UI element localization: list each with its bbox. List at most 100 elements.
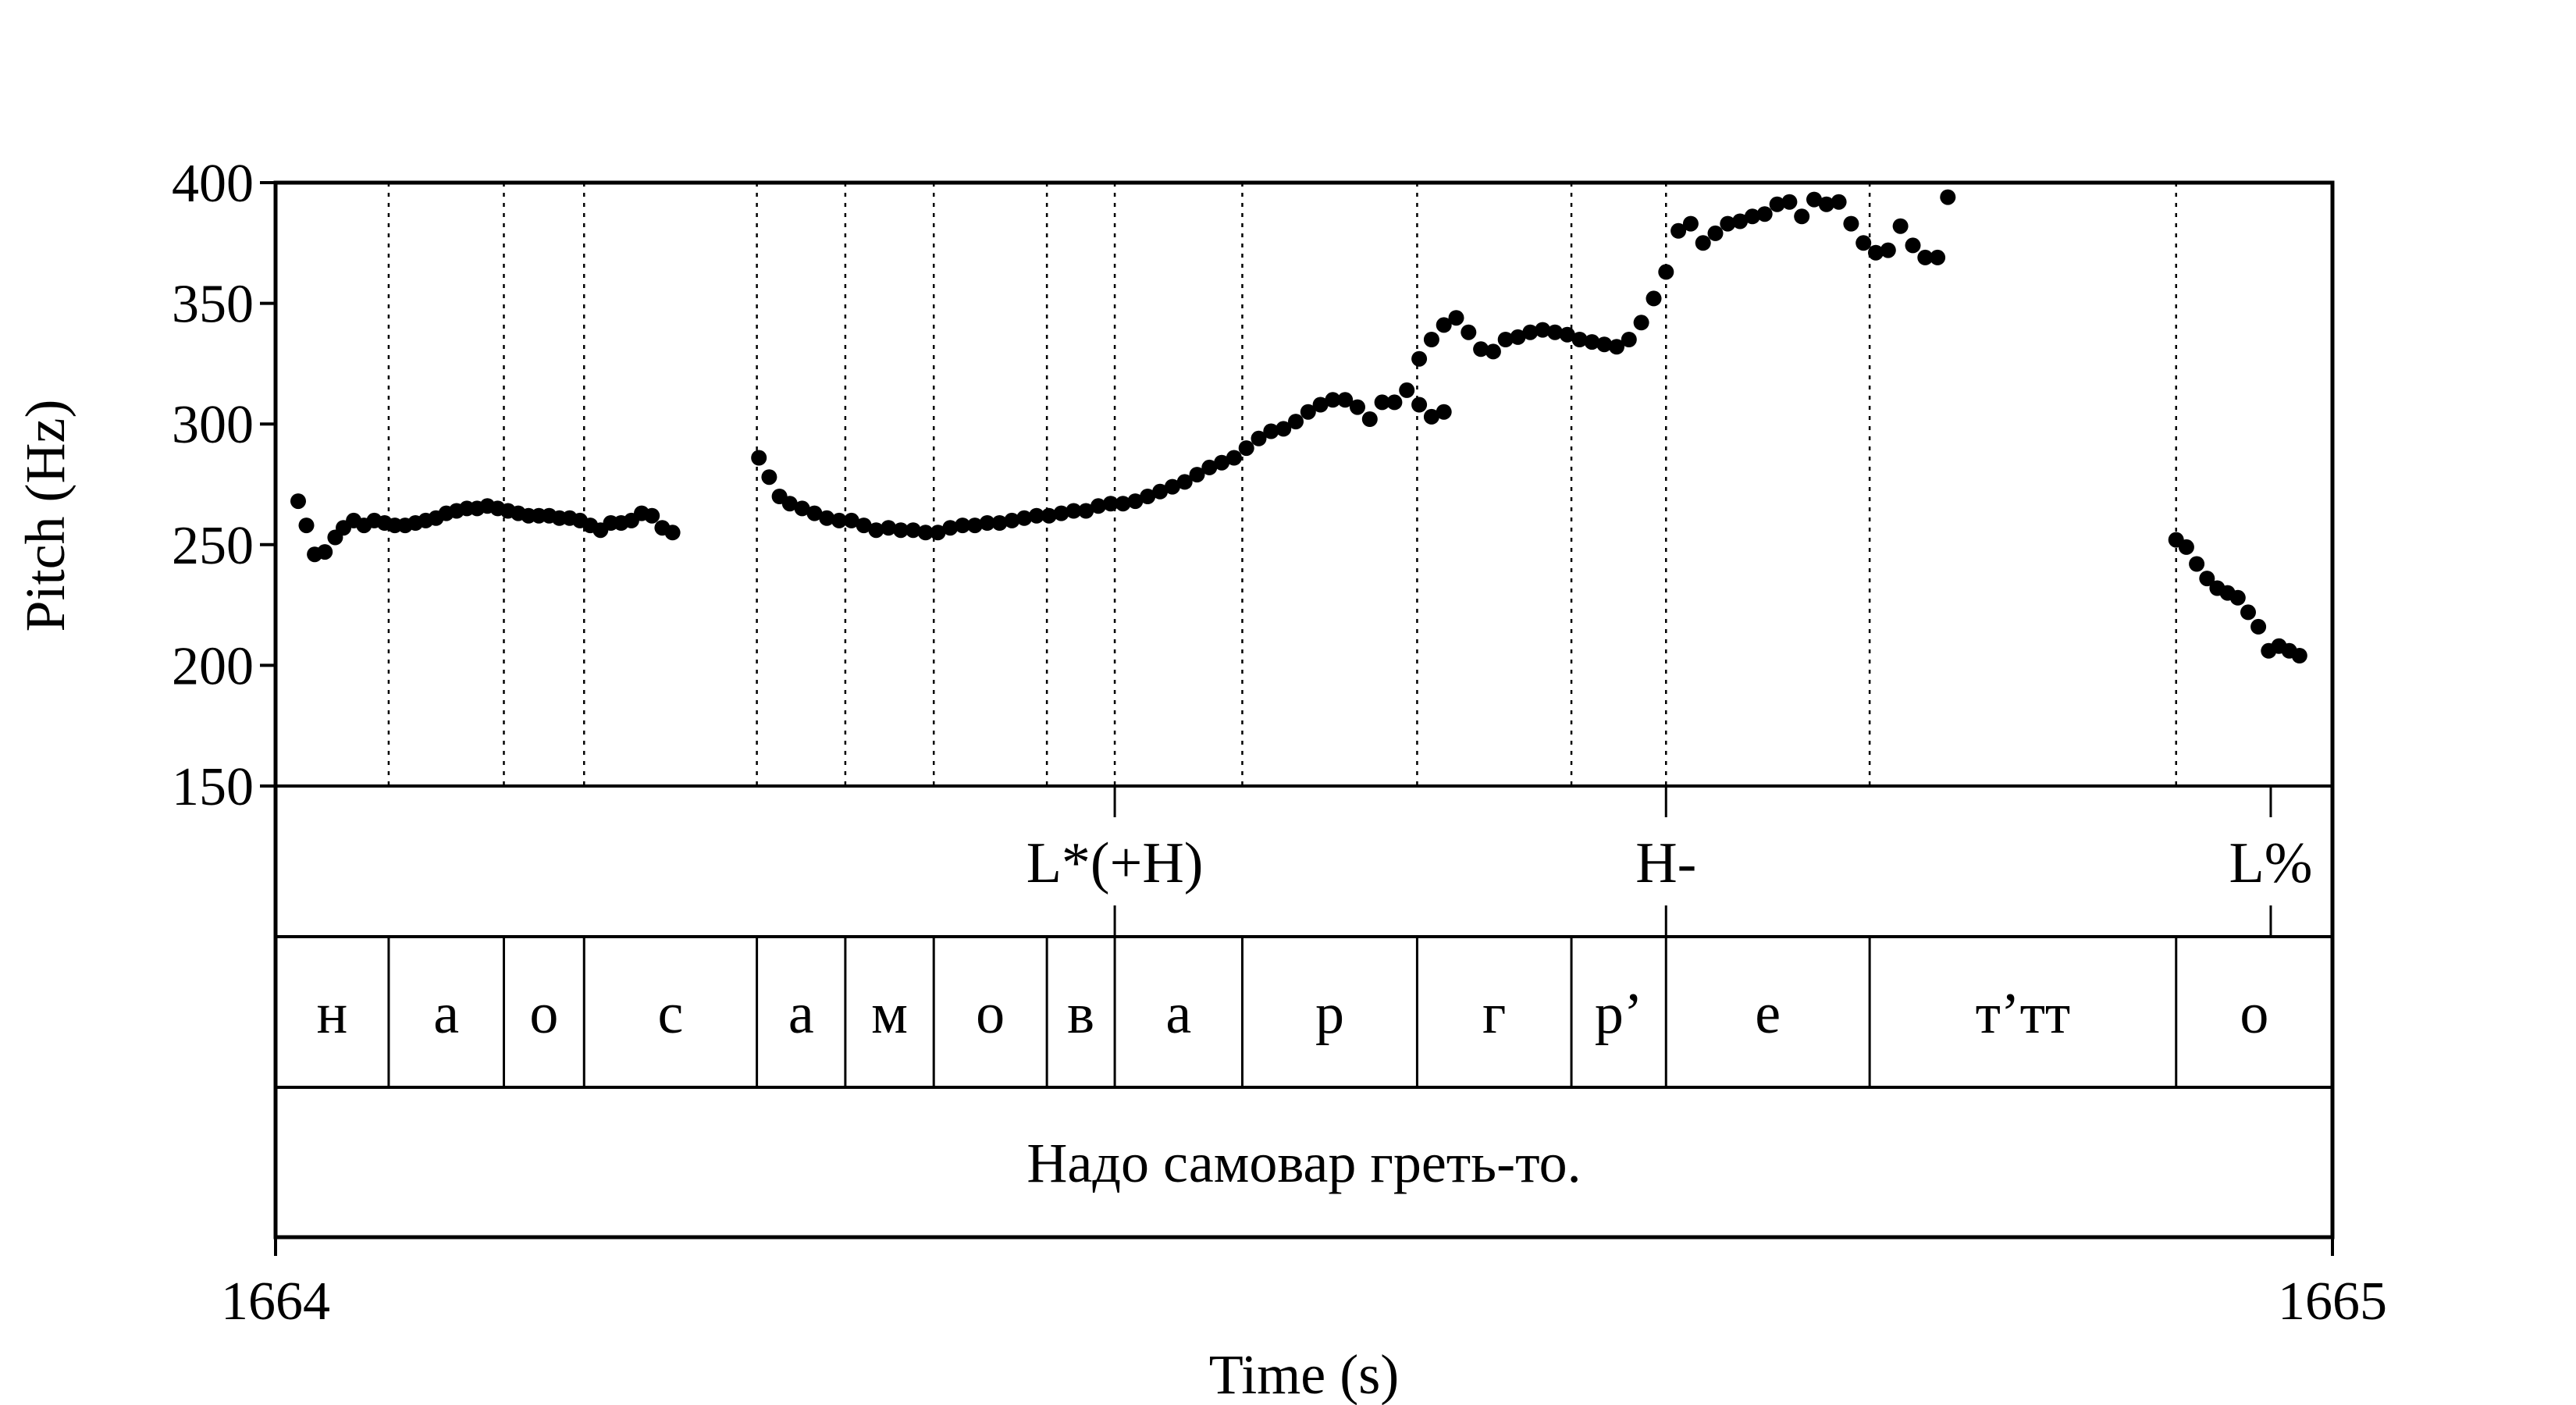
pitch-point — [1547, 324, 1563, 340]
pitch-point — [1152, 483, 1169, 500]
utterance-label: Надо самовар греть-то. — [1026, 1132, 1581, 1194]
pitch-point — [1571, 332, 1588, 347]
pitch-point — [966, 518, 983, 534]
pitch-point — [1621, 332, 1637, 347]
pitch-point — [781, 496, 798, 512]
pitch-point — [1016, 510, 1033, 526]
plot-frame — [273, 180, 2335, 1240]
pitch-point — [1584, 334, 1600, 350]
pitch-point — [1806, 191, 1822, 208]
pitch-point — [1559, 326, 1575, 343]
x-axis: 1664 1665 Time (s) — [221, 1272, 2387, 1405]
pitch-point — [664, 525, 681, 541]
pitch-point — [2240, 604, 2256, 621]
segment-label: р — [1315, 982, 1344, 1046]
pitch-point — [1732, 213, 1749, 229]
pitch-point — [2229, 589, 2246, 606]
pitch-point — [1720, 215, 1736, 232]
y-axis-title: Pitch (Hz) — [14, 400, 76, 632]
pitch-points — [290, 189, 2307, 663]
pitch-point — [1423, 332, 1439, 347]
segment-label: т’тт — [1976, 982, 2071, 1046]
y-tick-label: 350 — [172, 275, 254, 335]
pitch-point — [761, 469, 777, 486]
pitch-point — [1473, 341, 1489, 357]
pitch-point — [1411, 397, 1428, 413]
pitch-point — [1670, 222, 1687, 239]
pitch-point — [751, 450, 767, 466]
segment-label: м — [871, 982, 908, 1046]
pitch-point — [1251, 430, 1267, 446]
pitch-point — [2199, 571, 2215, 587]
pitch-point — [1028, 507, 1044, 524]
y-tick-label: 200 — [172, 636, 254, 696]
pitch-point — [1510, 329, 1526, 345]
pitch-point — [1461, 324, 1477, 340]
pitch-point — [1880, 242, 1896, 258]
pitch-point — [1164, 478, 1180, 495]
pitch-point — [1337, 392, 1354, 408]
pitch-point — [1682, 215, 1699, 232]
pitch-point — [1176, 474, 1193, 490]
pitch-point — [1756, 206, 1773, 222]
pitch-point — [1004, 512, 1020, 528]
pitch-point — [806, 505, 823, 521]
pitch-point — [1707, 225, 1724, 241]
segment-label: н — [317, 982, 348, 1046]
pitch-point — [1794, 208, 1810, 225]
y-tick-label: 400 — [172, 154, 254, 214]
pitch-point — [1214, 454, 1230, 471]
pitch-point — [843, 512, 859, 528]
segment-label: г — [1482, 982, 1506, 1046]
pitch-point — [930, 525, 946, 541]
pitch-point — [905, 522, 921, 539]
segment-label: о — [529, 982, 558, 1046]
pitch-point — [317, 544, 333, 560]
pitch-point — [1497, 332, 1514, 347]
pitch-point — [1078, 503, 1094, 519]
pitch-point — [1140, 489, 1156, 504]
tone-label: H- — [1635, 831, 1696, 895]
pitch-point — [917, 525, 934, 541]
segment-label: р’ — [1595, 982, 1643, 1046]
pitch-point — [1522, 324, 1539, 340]
pitch-point — [1744, 208, 1760, 225]
pitch-point — [942, 520, 959, 536]
pitch-point — [1091, 498, 1106, 514]
tone-label: L*(+H) — [1026, 831, 1204, 895]
pitch-point — [955, 518, 971, 534]
pitch-point — [1868, 244, 1884, 261]
segment-label: а — [788, 982, 814, 1046]
pitch-point — [2178, 539, 2194, 555]
pitch-point — [1596, 336, 1613, 353]
pitch-point — [1448, 310, 1464, 326]
pitch-point — [1041, 507, 1057, 524]
pitch-point — [1781, 194, 1798, 210]
pitch-point — [831, 512, 847, 528]
pitch-point — [1201, 459, 1218, 475]
pitch-point — [881, 520, 897, 536]
pitch-point — [1831, 194, 1847, 210]
pitch-point — [2250, 618, 2267, 635]
pitch-point — [1053, 505, 1069, 521]
pitch-point — [1633, 315, 1649, 331]
pitch-point — [979, 515, 995, 531]
pitch-point — [856, 518, 872, 534]
segment-label: е — [1755, 982, 1781, 1046]
pitch-point — [991, 515, 1008, 531]
pitch-point — [1856, 235, 1872, 251]
pitch-point — [1102, 496, 1119, 512]
pitch-point — [298, 518, 315, 534]
pitch-point — [1238, 440, 1254, 457]
pitch-point — [1226, 450, 1242, 466]
pitch-point — [1189, 467, 1205, 483]
pitch-point — [1312, 397, 1329, 413]
pitch-point — [1609, 339, 1624, 355]
pitch-point — [1658, 264, 1674, 280]
pitch-point — [1695, 235, 1711, 251]
segment-label: о — [976, 982, 1005, 1046]
pitch-point — [1646, 290, 1662, 307]
pitch-point — [1263, 423, 1279, 439]
pitch-point — [644, 507, 660, 524]
